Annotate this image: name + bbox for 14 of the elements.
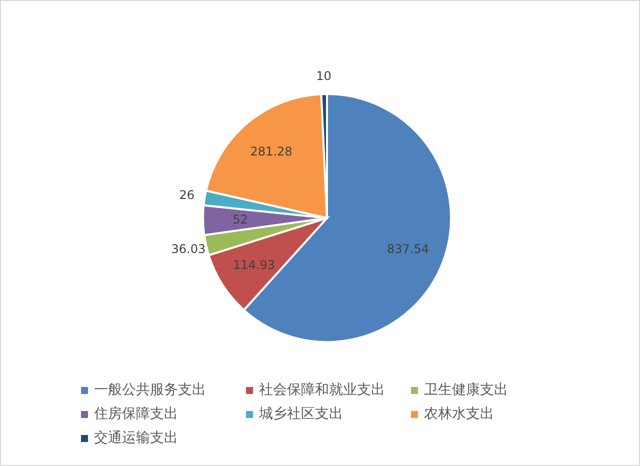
legend-label: 城乡社区支出 bbox=[259, 405, 343, 423]
data-label: 36.03 bbox=[171, 242, 206, 256]
data-label: 26 bbox=[179, 188, 195, 202]
data-label: 837.54 bbox=[387, 242, 430, 256]
legend-label: 农林水支出 bbox=[424, 405, 494, 423]
data-label: 10 bbox=[316, 69, 332, 84]
legend-label: 一般公共服务支出 bbox=[94, 381, 206, 399]
data-label: 281.28 bbox=[250, 144, 292, 158]
legend-label: 社会保障和就业支出 bbox=[259, 381, 385, 399]
legend-label: 交通运输支出 bbox=[94, 429, 178, 447]
legend-label: 卫生健康支出 bbox=[424, 381, 508, 399]
data-label: 114.93 bbox=[232, 258, 275, 272]
data-label: 52 bbox=[232, 212, 248, 227]
legend-label: 住房保障支出 bbox=[94, 405, 178, 423]
